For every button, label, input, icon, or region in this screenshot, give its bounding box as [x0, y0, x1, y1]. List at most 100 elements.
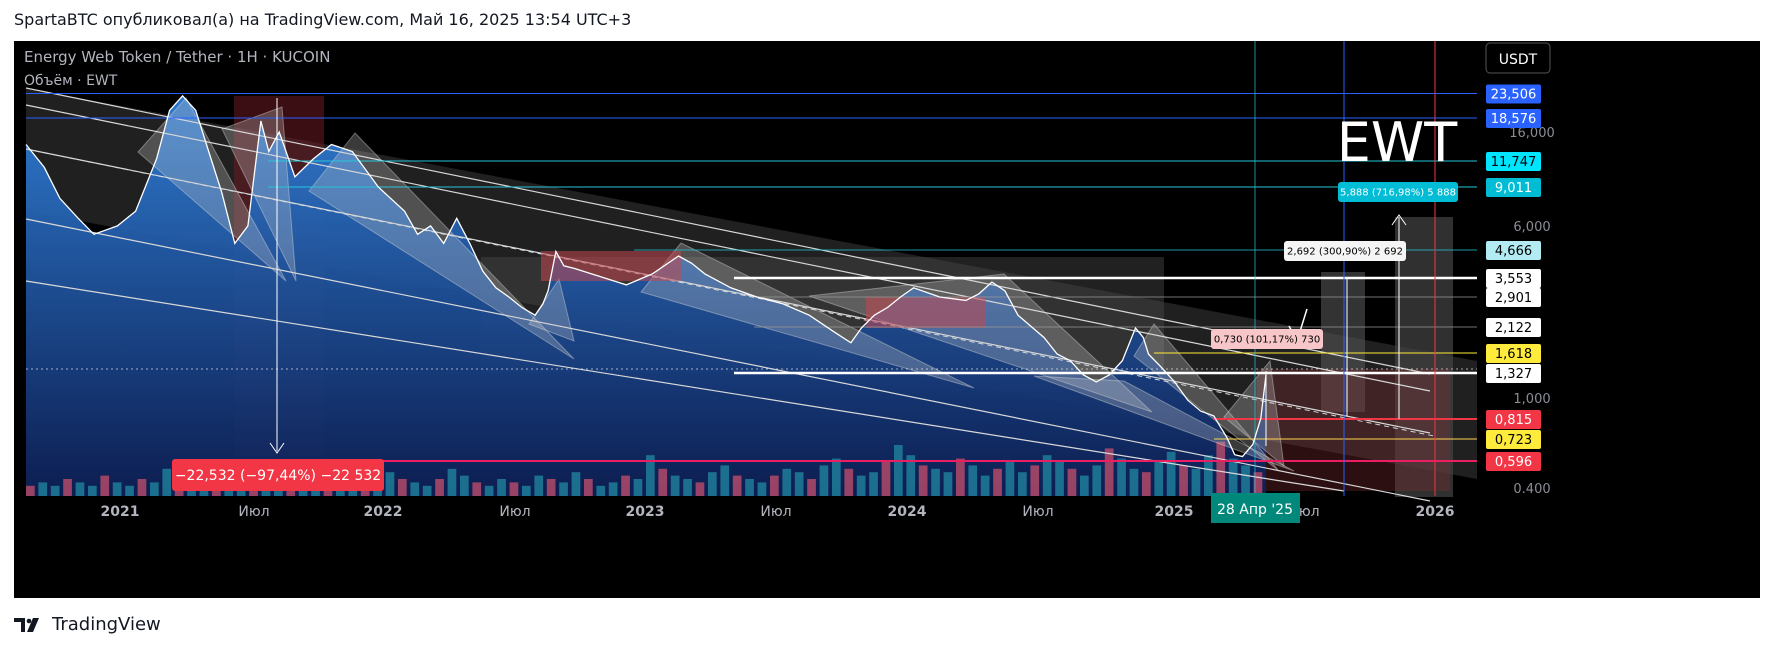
volume-bar: [608, 482, 618, 496]
volume-bar: [559, 482, 568, 496]
annotation-badge: [172, 459, 384, 491]
price-badge: [1486, 178, 1541, 197]
red-risk-zone: [1257, 369, 1450, 491]
volume-bar: [745, 479, 754, 496]
volume-bar: [584, 479, 593, 496]
footer: TradingView: [14, 614, 161, 635]
volume-bar: [1129, 468, 1139, 496]
x-tick-label: 2025: [1155, 504, 1194, 520]
volume-bar: [819, 465, 829, 496]
volume-bar: [385, 472, 395, 496]
volume-bar: [1067, 468, 1077, 496]
volume-bar: [757, 482, 767, 496]
volume-bar: [993, 468, 1002, 496]
x-tick-label: 2021: [101, 504, 140, 520]
annotation-badge: [1284, 241, 1406, 261]
volume-bar: [894, 445, 903, 496]
channel-line: [25, 218, 1431, 502]
volume-bar: [807, 479, 816, 496]
x-tick-label: 2026: [1416, 504, 1455, 520]
volume-bar: [621, 475, 630, 496]
volume-bar: [88, 485, 97, 496]
volume-bar: [460, 475, 469, 496]
volume-bar: [447, 468, 457, 496]
price-badge-label: 0,723: [1495, 433, 1532, 448]
volume-bar: [1117, 458, 1126, 496]
annotation-badge: [1338, 182, 1458, 202]
volume-bar: [918, 465, 928, 496]
volume-bar: [770, 475, 779, 496]
annotation-label: 5,888 (716,98%) 5 888: [1340, 188, 1456, 199]
volume-bar: [1241, 465, 1250, 496]
volume-bar: [162, 468, 172, 496]
volume-bar: [732, 475, 742, 496]
chart-area[interactable]: 2021 Июл 2022 Июл 2023 Июл 2024 Июл 2025 Июл 2026 2…: [14, 41, 1760, 598]
volume-bar: [1142, 472, 1151, 496]
annotation-label: −22,532 (−97,44%) −22 532: [175, 468, 381, 484]
volume-bar: [1204, 455, 1213, 496]
price-badge-label: 1,618: [1495, 347, 1532, 362]
crosshair-date-badge: [1211, 493, 1300, 523]
channel-line: [25, 280, 1345, 492]
volume-bar: [856, 475, 866, 496]
volume-bar: [708, 472, 717, 496]
volume-bar: [1228, 458, 1238, 496]
currency-label: USDT: [1499, 52, 1538, 68]
chart-title: Energy Web Token / Tether · 1H · KUCOIN: [24, 48, 330, 66]
currency-button: [1485, 42, 1551, 74]
price-chart[interactable]: 2021 Июл 2022 Июл 2023 Июл 2024 Июл 2025 Июл 20262…: [14, 41, 1760, 598]
price-badge-label: 9,011: [1495, 181, 1532, 196]
volume-bar: [534, 475, 544, 496]
x-tick-label: 2024: [888, 504, 927, 520]
volume-bar: [832, 458, 841, 496]
price-badge: [1486, 288, 1541, 307]
volume-bar: [1005, 462, 1015, 496]
resistance-zone-2: [866, 297, 986, 328]
volume-bar: [509, 482, 519, 496]
volume-bar: [596, 485, 606, 496]
chart-subtitle: Объём · EWT: [24, 73, 118, 89]
volume-bar: [968, 465, 978, 496]
y-tick-label: 16,000: [1509, 126, 1555, 141]
resistance-zone-1: [541, 251, 681, 281]
price-badge: [1486, 269, 1541, 288]
y-tick-label: 6,000: [1513, 220, 1550, 235]
volume-bar: [1179, 465, 1188, 496]
volume-bar: [683, 479, 692, 496]
volume-bar: [435, 479, 444, 496]
channel-line: [25, 87, 1431, 375]
price-line: [25, 94, 1267, 458]
price-badge-label: 0,596: [1495, 455, 1532, 470]
price-badge: [1486, 241, 1541, 260]
target-arrow-head: [1391, 214, 1407, 226]
volume-bar: [1018, 472, 1027, 496]
volume-bar: [522, 485, 531, 496]
price-badge-label: 0,815: [1495, 413, 1532, 428]
volume-bar: [1080, 475, 1089, 496]
tradingview-logo-icon: [14, 617, 39, 632]
x-tick-label: 2022: [364, 504, 403, 520]
volume-bar: [794, 472, 804, 496]
volume-bar: [150, 482, 159, 496]
volume-bar: [125, 485, 134, 496]
annotation-label: 2,692 (300,90%) 2 692: [1287, 247, 1403, 258]
price-badge-label: 11,747: [1491, 155, 1537, 170]
x-tick-label: Июл: [1022, 504, 1053, 520]
volume-bar: [422, 485, 432, 496]
price-badge: [1486, 364, 1541, 383]
volume-bar: [906, 455, 916, 496]
price-badge-label: 23,506: [1491, 88, 1537, 103]
volume-bar: [571, 472, 581, 496]
volume-bar: [1191, 468, 1201, 496]
volume-bar: [100, 475, 110, 496]
volume-bar: [546, 479, 556, 496]
volume-bar: [943, 472, 953, 496]
volume-bar: [497, 479, 506, 496]
target-box-1: [1321, 272, 1365, 412]
footer-brand[interactable]: TradingView: [52, 614, 161, 635]
volume-bar: [695, 482, 705, 496]
volume-bar: [1166, 451, 1176, 496]
annotation-label: 0,730 (101,17%) 730: [1214, 335, 1320, 346]
x-tick-label: Июл: [760, 504, 791, 520]
volume-bar: [956, 458, 965, 496]
